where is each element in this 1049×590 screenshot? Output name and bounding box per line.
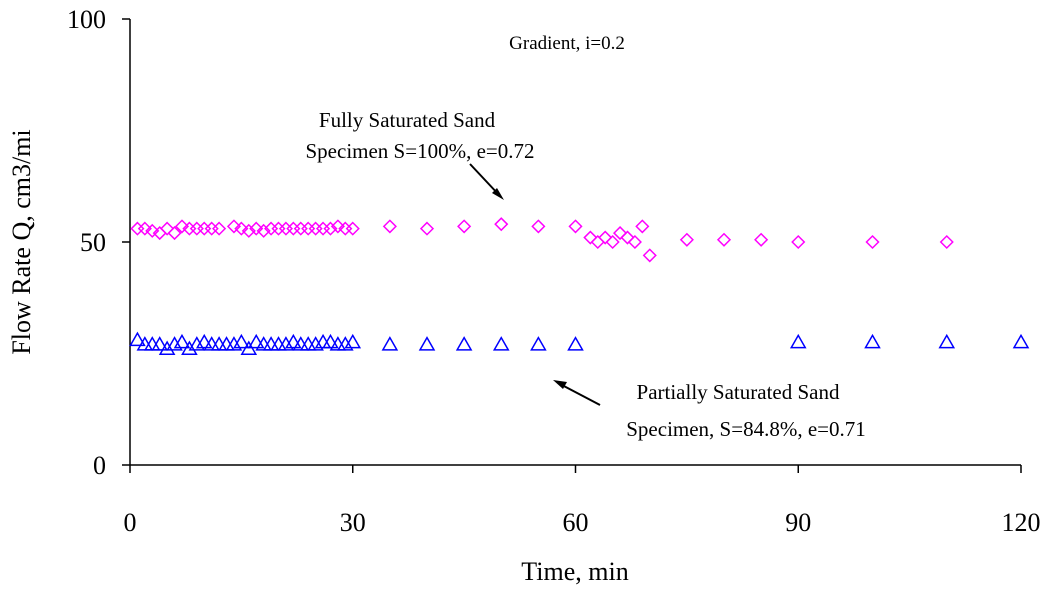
x-axis-label: Time, min xyxy=(521,557,628,586)
data-point-diamond xyxy=(330,219,345,234)
data-point-diamond xyxy=(716,232,732,247)
data-point-diamond xyxy=(605,234,620,250)
data-point-triangle xyxy=(789,333,807,349)
data-point-triangle xyxy=(285,333,302,349)
axis-ticks xyxy=(122,18,1022,473)
data-point-diamond xyxy=(939,234,954,250)
data-point-diamond xyxy=(754,232,769,247)
series-diamond xyxy=(130,217,954,263)
data-point-diamond xyxy=(531,219,546,234)
x-tick-label: 60 xyxy=(563,508,589,537)
data-point-triangle xyxy=(181,340,198,356)
data-point-diamond xyxy=(791,234,806,250)
data-point-diamond xyxy=(635,219,650,234)
data-point-diamond xyxy=(130,221,145,236)
data-point-diamond xyxy=(598,230,613,245)
data-point-diamond xyxy=(323,221,338,236)
data-point-triangle xyxy=(210,336,228,351)
data-point-diamond xyxy=(174,219,190,234)
data-point-diamond xyxy=(212,221,227,236)
series-triangle xyxy=(129,331,1030,356)
data-point-diamond xyxy=(315,221,331,236)
data-point-diamond xyxy=(293,221,308,236)
data-point-triangle xyxy=(136,336,154,351)
data-point-triangle xyxy=(567,336,584,351)
x-tick-label: 90 xyxy=(785,508,811,537)
data-point-diamond xyxy=(278,221,293,236)
data-point-triangle xyxy=(864,333,881,349)
x-tick-label: 30 xyxy=(340,508,366,537)
data-point-diamond xyxy=(167,226,182,241)
annotation-arrowhead-partially-saturated xyxy=(553,380,567,389)
data-point-triangle xyxy=(492,336,510,351)
data-point-triangle xyxy=(299,336,317,351)
data-point-diamond xyxy=(568,219,583,234)
data-point-triangle xyxy=(195,333,213,349)
data-point-triangle xyxy=(262,336,280,351)
data-point-diamond xyxy=(189,221,204,236)
data-point-triangle xyxy=(151,336,168,351)
annotation-partially-saturated-line1: Partially Saturated Sand xyxy=(637,380,840,404)
data-point-triangle xyxy=(247,333,265,349)
data-point-triangle xyxy=(530,336,547,351)
data-point-diamond xyxy=(271,221,286,236)
annotation-fully-saturated-line1: Fully Saturated Sand xyxy=(319,108,496,132)
x-tick-label: 0 xyxy=(124,508,137,537)
data-point-diamond xyxy=(345,221,360,236)
annotation-fully-saturated-line2: Specimen S=100%, e=0.72 xyxy=(306,139,535,163)
data-point-diamond xyxy=(256,223,271,238)
tick-labels: 0 30 60 90 120 0 50 100 xyxy=(67,5,1041,537)
data-point-diamond xyxy=(679,232,694,247)
y-tick-label: 100 xyxy=(67,5,106,34)
data-point-diamond xyxy=(160,221,175,236)
y-tick-label: 0 xyxy=(93,451,106,480)
data-point-diamond xyxy=(249,221,264,236)
data-point-diamond xyxy=(419,221,435,236)
data-point-triangle xyxy=(233,333,250,349)
annotation-partially-saturated-line2: Specimen, S=84.8%, e=0.71 xyxy=(626,417,866,441)
x-tick-label: 120 xyxy=(1002,508,1041,537)
data-point-diamond xyxy=(301,221,316,236)
data-point-diamond xyxy=(865,234,880,250)
data-point-triangle xyxy=(173,333,191,349)
data-point-triangle xyxy=(418,336,436,351)
data-point-triangle xyxy=(158,340,176,356)
data-point-diamond xyxy=(620,230,635,245)
data-point-triangle xyxy=(344,333,362,349)
data-point-triangle xyxy=(381,336,399,351)
data-markers xyxy=(129,217,1030,356)
data-point-diamond xyxy=(590,234,605,250)
data-point-triangle xyxy=(218,336,235,351)
data-point-triangle xyxy=(1012,333,1030,349)
annotation-arrow-partially-saturated xyxy=(559,383,601,406)
data-point-diamond xyxy=(583,230,598,245)
data-point-diamond xyxy=(241,223,256,238)
data-point-diamond xyxy=(204,221,219,236)
plot-area: 0 30 60 90 120 0 50 100 xyxy=(67,5,1041,537)
data-point-triangle xyxy=(143,336,161,351)
data-point-diamond xyxy=(308,221,323,236)
data-point-diamond xyxy=(226,219,242,234)
data-point-diamond xyxy=(382,219,397,234)
data-point-triangle xyxy=(455,336,473,351)
data-point-diamond xyxy=(137,221,152,236)
data-point-diamond xyxy=(145,223,160,238)
data-point-diamond xyxy=(494,217,509,232)
data-point-triangle xyxy=(270,336,287,351)
data-point-diamond xyxy=(642,248,657,263)
annotation-gradient: Gradient, i=0.2 xyxy=(509,33,625,54)
data-point-diamond xyxy=(627,234,642,250)
data-point-triangle xyxy=(322,333,339,349)
data-point-diamond xyxy=(457,219,472,234)
data-point-diamond xyxy=(286,221,301,236)
data-point-triangle xyxy=(129,331,146,347)
y-axis-label: Flow Rate Q, cm3/mi xyxy=(7,129,36,354)
y-tick-label: 50 xyxy=(80,228,106,257)
annotation-arrowhead-fully-saturated xyxy=(492,188,504,200)
data-point-triangle xyxy=(938,333,956,349)
data-point-diamond xyxy=(612,226,628,241)
data-point-diamond xyxy=(197,221,212,236)
data-point-diamond xyxy=(234,221,249,236)
